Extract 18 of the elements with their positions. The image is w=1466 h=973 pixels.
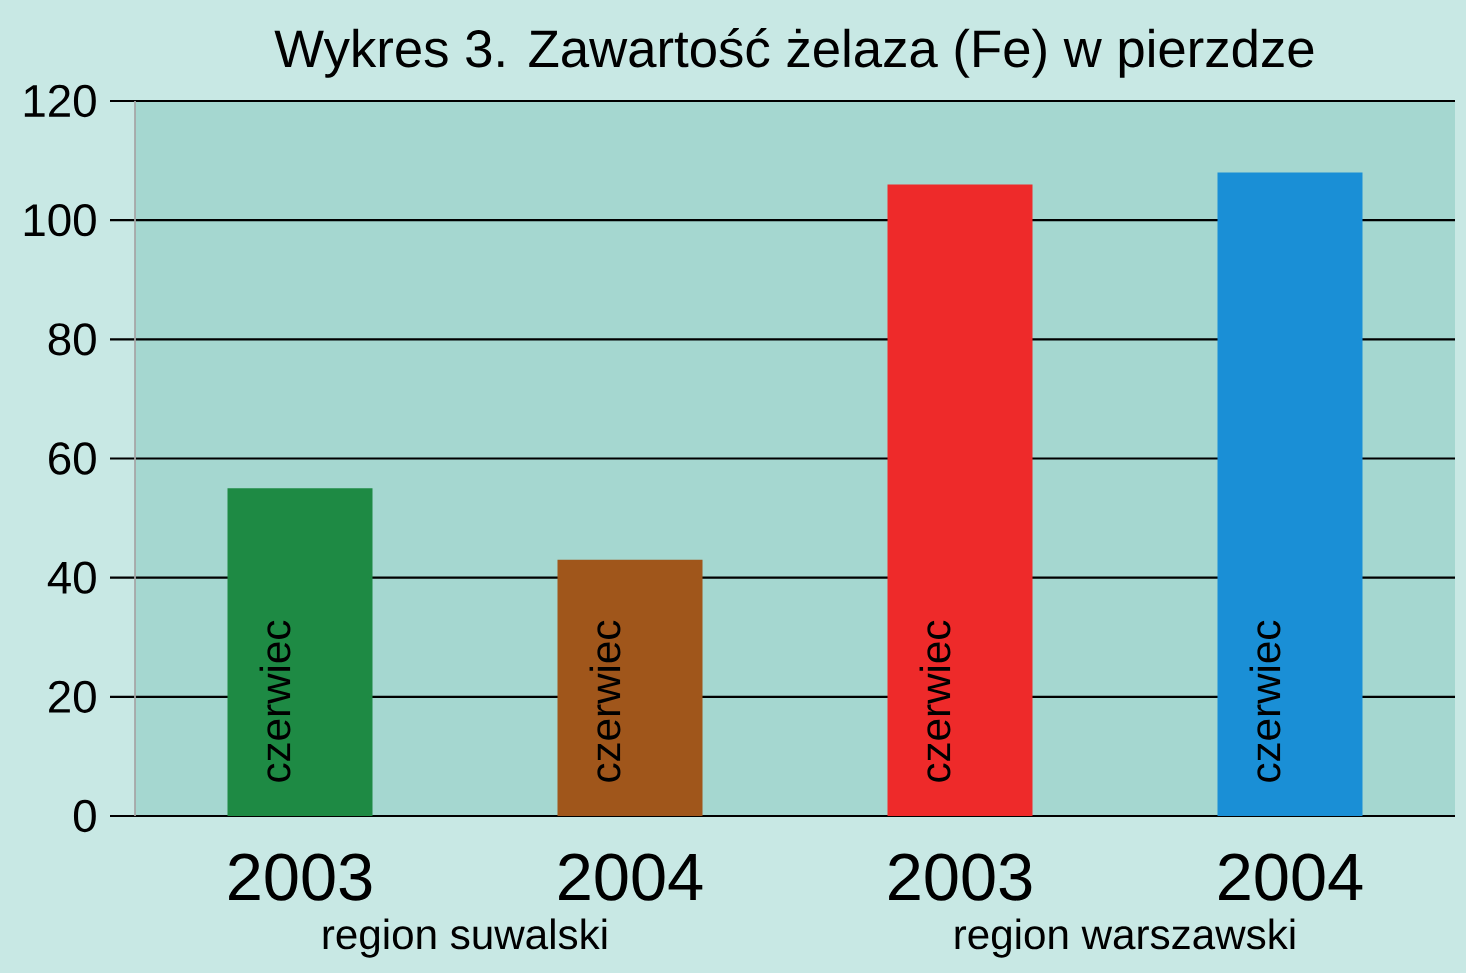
chart-title: Wykres 3. Zawartość żelaza (Fe) w pierzdze <box>274 28 1314 78</box>
x-tick-label: 2004 <box>559 853 703 901</box>
y-tick-label: 100 <box>24 203 96 237</box>
annotation: czerwiec <box>1249 620 1281 782</box>
y-tick-label: 20 <box>49 680 96 713</box>
y-tick-label: 0 <box>73 799 96 833</box>
y-tick-label: 80 <box>48 323 96 356</box>
annotation: czerwiec <box>589 620 621 782</box>
x-tick-label: 2004 <box>1219 853 1363 901</box>
y-tick-label: 40 <box>47 561 96 594</box>
x-tick-label: 2003 <box>229 853 372 901</box>
x-tick-label: 2003 <box>889 853 1032 901</box>
y-tick-label: 120 <box>24 84 96 118</box>
text: region warszawski <box>955 918 1295 958</box>
text: region suwalski <box>323 918 607 958</box>
y-tick-label: 60 <box>49 442 96 475</box>
annotation: czerwiec <box>919 620 951 782</box>
annotation: czerwiec <box>259 620 291 782</box>
